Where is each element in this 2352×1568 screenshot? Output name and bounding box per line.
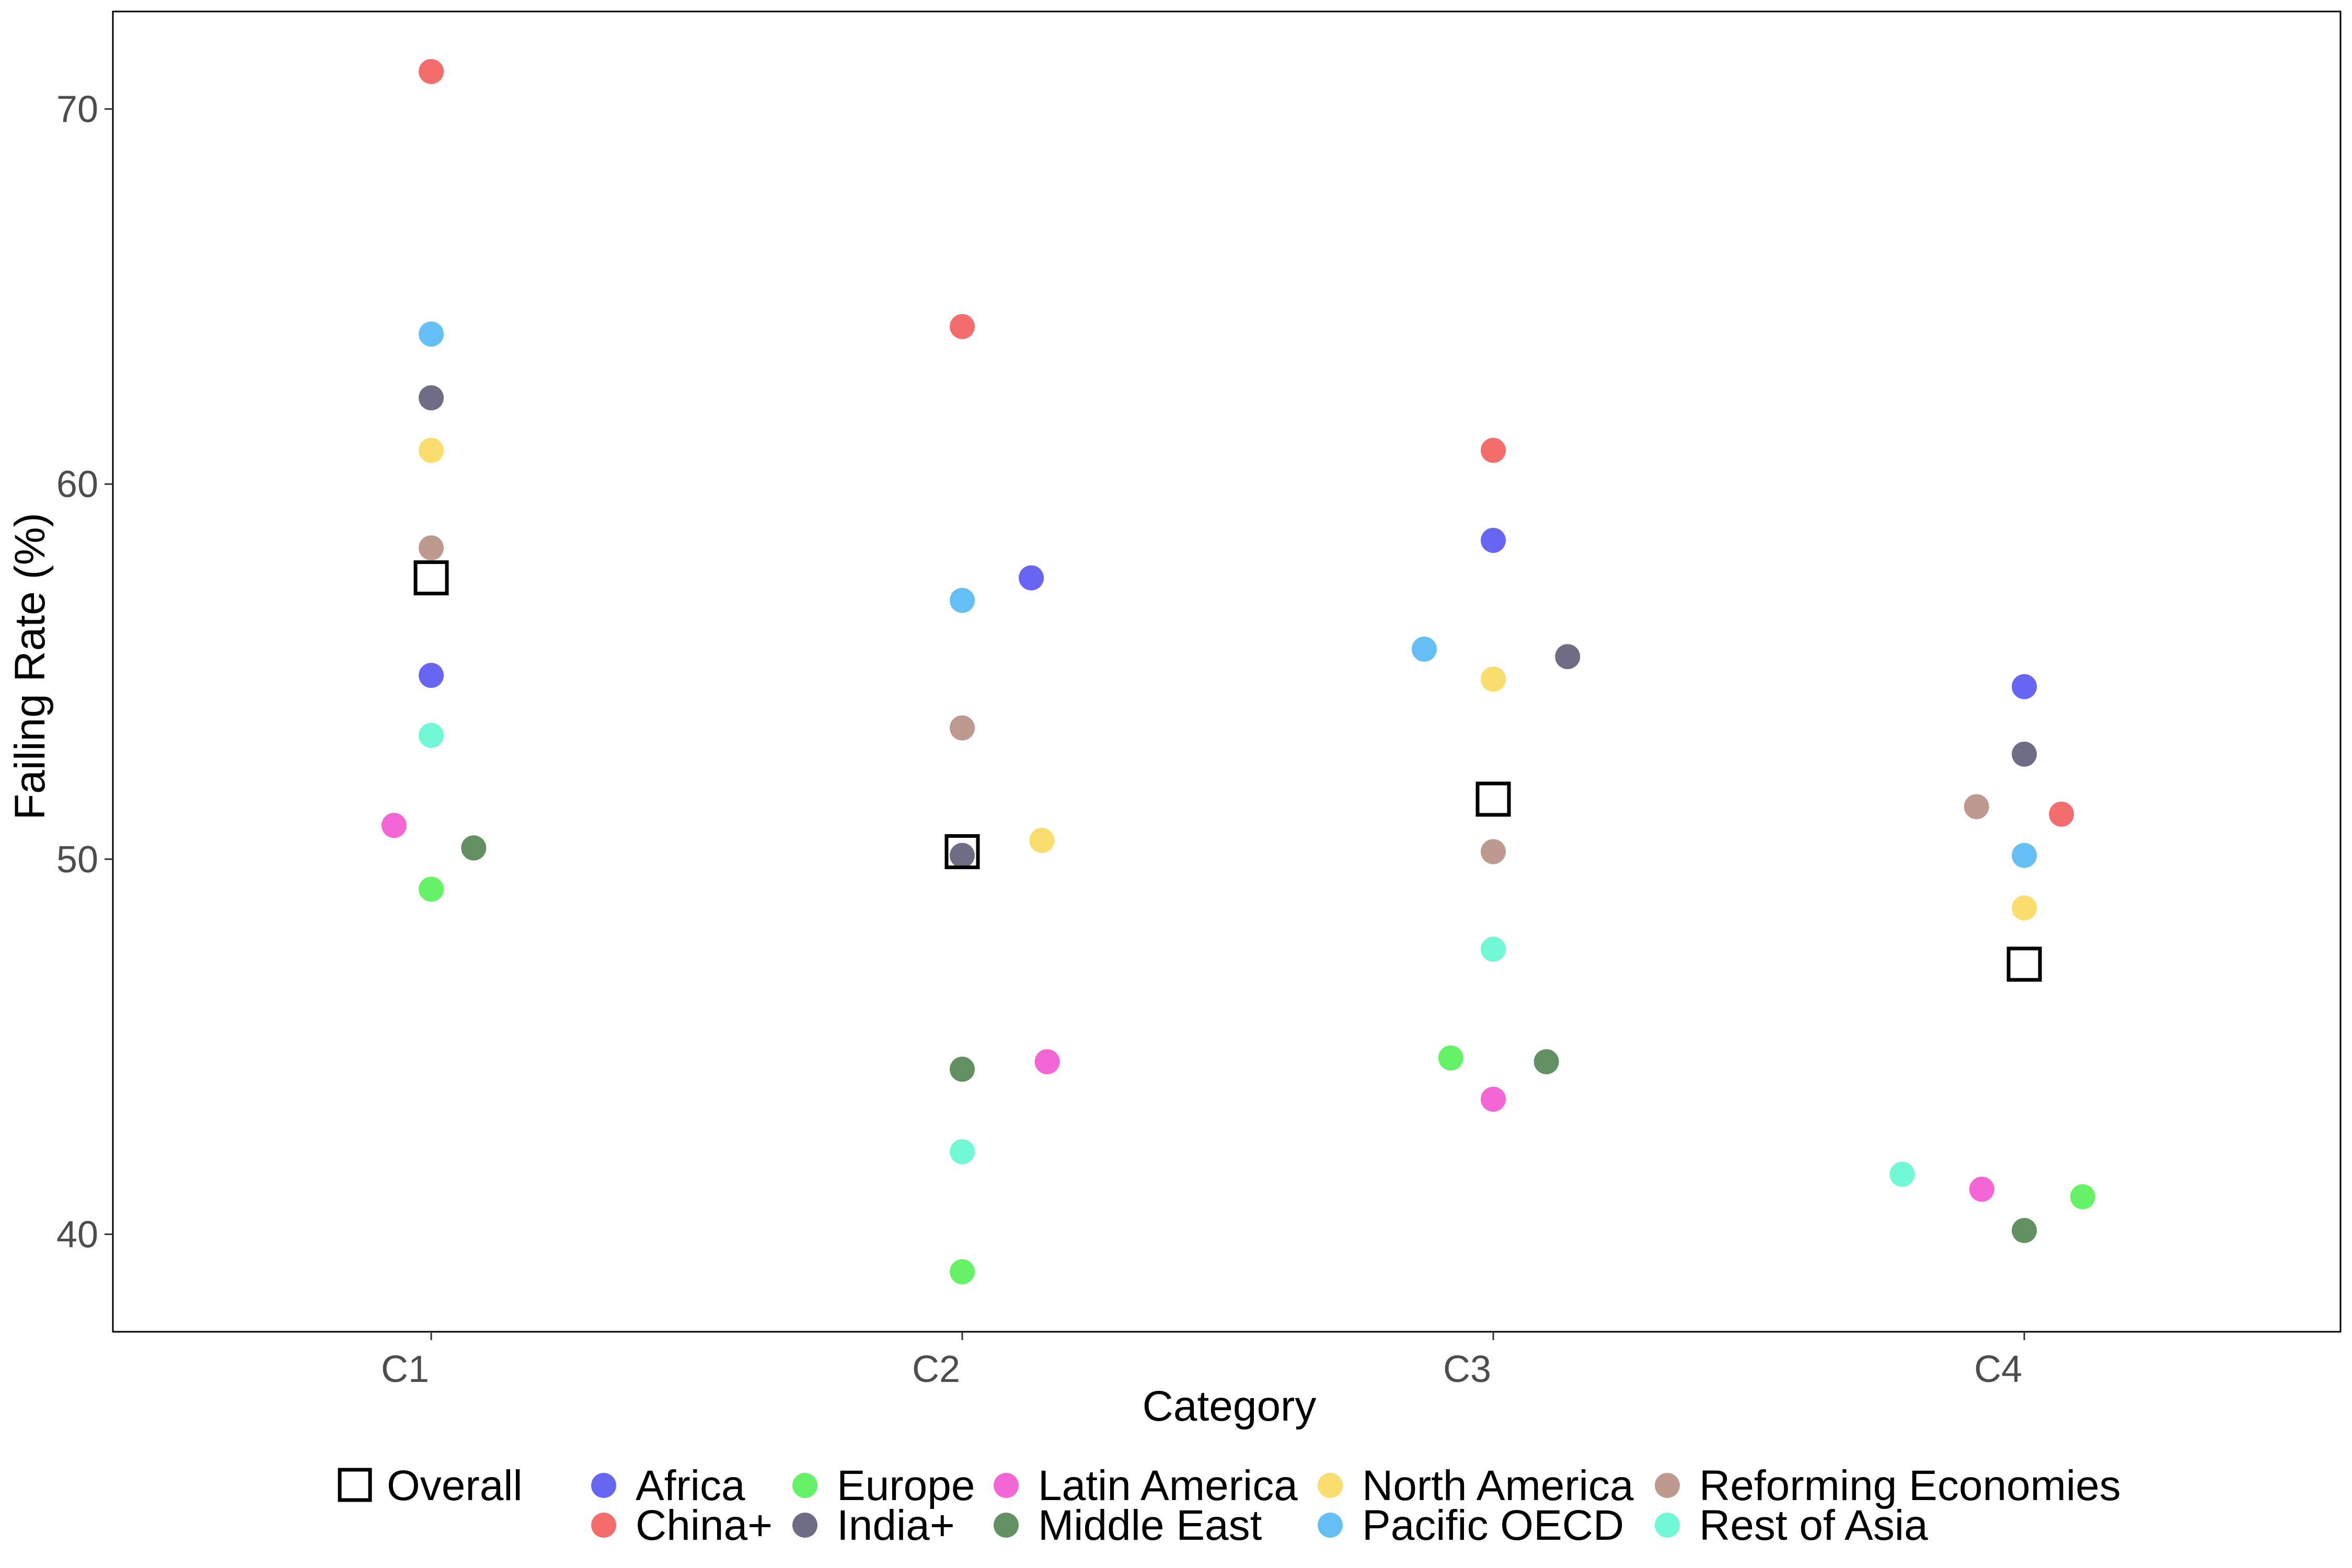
legend-label-rest-of-asia: Rest of Asia <box>1699 1502 1928 1549</box>
legend-label-north-america: North America <box>1362 1462 1634 1509</box>
point-africa <box>2012 674 2037 699</box>
point-rest-of-asia <box>1481 937 1506 962</box>
point-india <box>2012 741 2037 767</box>
x-tick-label: C4 <box>1974 1348 2022 1390</box>
overall-marker <box>2007 947 2042 982</box>
y-tick-label: 50 <box>56 839 98 881</box>
point-india <box>1555 644 1581 670</box>
point-latin-america <box>1969 1177 1994 1202</box>
x-axis-title: Category <box>1143 1382 1317 1430</box>
x-tick-label: C1 <box>381 1348 429 1390</box>
point-africa <box>1019 565 1044 591</box>
legend-label-latin-america: Latin America <box>1038 1462 1298 1509</box>
point-reforming-economies <box>419 535 444 561</box>
point-latin-america <box>381 813 407 838</box>
point-india <box>950 843 975 868</box>
x-axis: C1 C2 C3 C4 <box>381 1332 2025 1390</box>
overall-marker <box>944 834 980 869</box>
point-latin-america <box>1034 1049 1060 1075</box>
legend-key-pacific-oecd <box>1318 1513 1343 1538</box>
legend-label-pacific-oecd: Pacific OECD <box>1362 1502 1624 1549</box>
point-north-america <box>1029 827 1055 853</box>
point-europe <box>2070 1184 2095 1209</box>
legend-key-north-america <box>1318 1473 1343 1498</box>
point-north-america <box>1481 666 1506 692</box>
legend-label-middle-east: Middle East <box>1038 1502 1262 1549</box>
point-pacific-oecd <box>1411 636 1437 662</box>
point-china <box>950 314 975 339</box>
point-europe <box>950 1259 975 1285</box>
y-tick-label: 70 <box>56 89 98 131</box>
y-axis-title: Failing Rate (%) <box>6 513 54 820</box>
x-tick-label: C3 <box>1443 1348 1491 1390</box>
point-north-america <box>2012 895 2037 921</box>
legend-label-overall: Overall <box>387 1462 523 1509</box>
y-tick-label: 60 <box>56 464 98 505</box>
overall-marker <box>413 560 449 596</box>
point-africa <box>1481 527 1506 553</box>
point-middle-east <box>950 1056 975 1082</box>
point-india <box>419 385 444 411</box>
plot-border <box>112 10 2342 1333</box>
plot-panel <box>112 10 2342 1333</box>
data-points <box>381 59 2095 1285</box>
legend-label-reforming-economies: Reforming Economies <box>1699 1462 2121 1509</box>
point-rest-of-asia <box>950 1139 975 1165</box>
y-tick-label: 40 <box>56 1214 98 1255</box>
point-middle-east <box>2012 1218 2037 1243</box>
point-reforming-economies <box>950 715 975 741</box>
y-axis: 40 50 60 70 <box>56 89 113 1255</box>
legend-key-india <box>792 1513 817 1538</box>
legend-label-india: India+ <box>837 1502 955 1549</box>
point-pacific-oecd <box>419 321 444 347</box>
legend-label-africa: Africa <box>636 1462 745 1509</box>
point-middle-east <box>1534 1049 1559 1075</box>
overall-markers <box>413 560 2042 982</box>
point-latin-america <box>1481 1087 1506 1112</box>
legend-key-middle-east <box>994 1513 1019 1538</box>
point-rest-of-asia <box>419 722 444 748</box>
point-north-america <box>419 437 444 463</box>
legend-key-reforming-economies <box>1655 1473 1680 1498</box>
legend-key-china <box>591 1513 616 1538</box>
point-pacific-oecd <box>2012 843 2037 868</box>
point-rest-of-asia <box>1889 1161 1915 1187</box>
legend-key-overall <box>338 1468 372 1502</box>
legend-key-europe <box>792 1473 817 1498</box>
point-pacific-oecd <box>950 587 975 613</box>
legend-label-china: China+ <box>636 1502 773 1549</box>
point-europe <box>419 877 444 902</box>
point-china <box>1481 437 1506 463</box>
point-reforming-economies <box>1964 794 1989 820</box>
point-china <box>419 59 444 84</box>
legend-label-europe: Europe <box>837 1462 975 1509</box>
point-middle-east <box>461 835 487 861</box>
overall-marker <box>1475 781 1511 817</box>
legend-key-africa <box>591 1473 616 1498</box>
point-africa <box>419 663 444 688</box>
legend-key-latin-america <box>994 1473 1019 1498</box>
x-tick-label: C2 <box>912 1348 960 1390</box>
point-reforming-economies <box>1481 839 1506 864</box>
point-europe <box>1438 1045 1463 1071</box>
legend-key-rest-of-asia <box>1655 1513 1680 1538</box>
point-china <box>2049 801 2074 827</box>
